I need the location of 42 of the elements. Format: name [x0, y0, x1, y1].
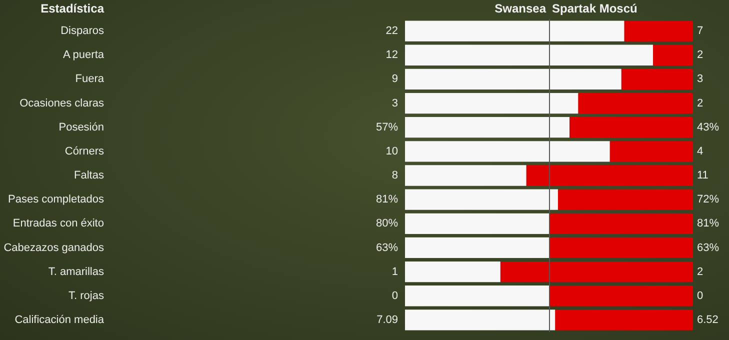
text: 6.52: [697, 314, 718, 326]
text: 57%: [376, 121, 398, 134]
text: 7.09: [376, 314, 398, 326]
text: 9: [392, 73, 398, 86]
y-tick-label: T. amarillas: [48, 266, 104, 278]
y-tick-label: A puerta: [63, 49, 105, 62]
y-tick-label: Disparos: [60, 25, 104, 38]
text: 4: [697, 145, 704, 158]
y-tick-label: Calificación media: [14, 314, 105, 326]
text: 80%: [376, 218, 398, 230]
y-tick-label: Córners: [64, 145, 104, 158]
text: 3: [697, 73, 704, 86]
text: 10: [386, 145, 398, 158]
text: 22: [386, 25, 398, 38]
text: 11: [697, 170, 708, 182]
text: 81%: [376, 194, 398, 206]
text: 1: [392, 266, 398, 278]
text: 7: [697, 25, 704, 38]
y-tick-label: T. rojas: [68, 290, 104, 302]
text: 63%: [376, 242, 398, 254]
text: 2: [697, 97, 704, 110]
text: 2: [697, 49, 704, 62]
text: 3: [392, 97, 398, 110]
text: 12: [386, 49, 398, 62]
y-axis-title: Estadística: [40, 1, 104, 16]
series-label: Swansea: [494, 1, 546, 16]
y-tick-label: Pases completados: [8, 194, 104, 206]
text: 0: [392, 290, 398, 302]
y-tick-label: Fuera: [75, 73, 105, 86]
text: 8: [392, 170, 398, 182]
text: 63%: [697, 242, 720, 254]
text: 0: [697, 290, 704, 302]
text: 81%: [697, 218, 720, 230]
y-tick-label: Ocasiones claras: [20, 97, 104, 110]
series-label: Spartak Moscú: [552, 1, 638, 16]
y-tick-label: Entradas con éxito: [12, 218, 104, 230]
text: 43%: [697, 121, 720, 134]
y-tick-label: Posesión: [58, 121, 104, 134]
text: 2: [697, 266, 704, 278]
y-tick-label: Faltas: [74, 170, 104, 182]
y-tick-label: Cabezazos ganados: [4, 242, 104, 254]
text: 72%: [697, 194, 720, 206]
